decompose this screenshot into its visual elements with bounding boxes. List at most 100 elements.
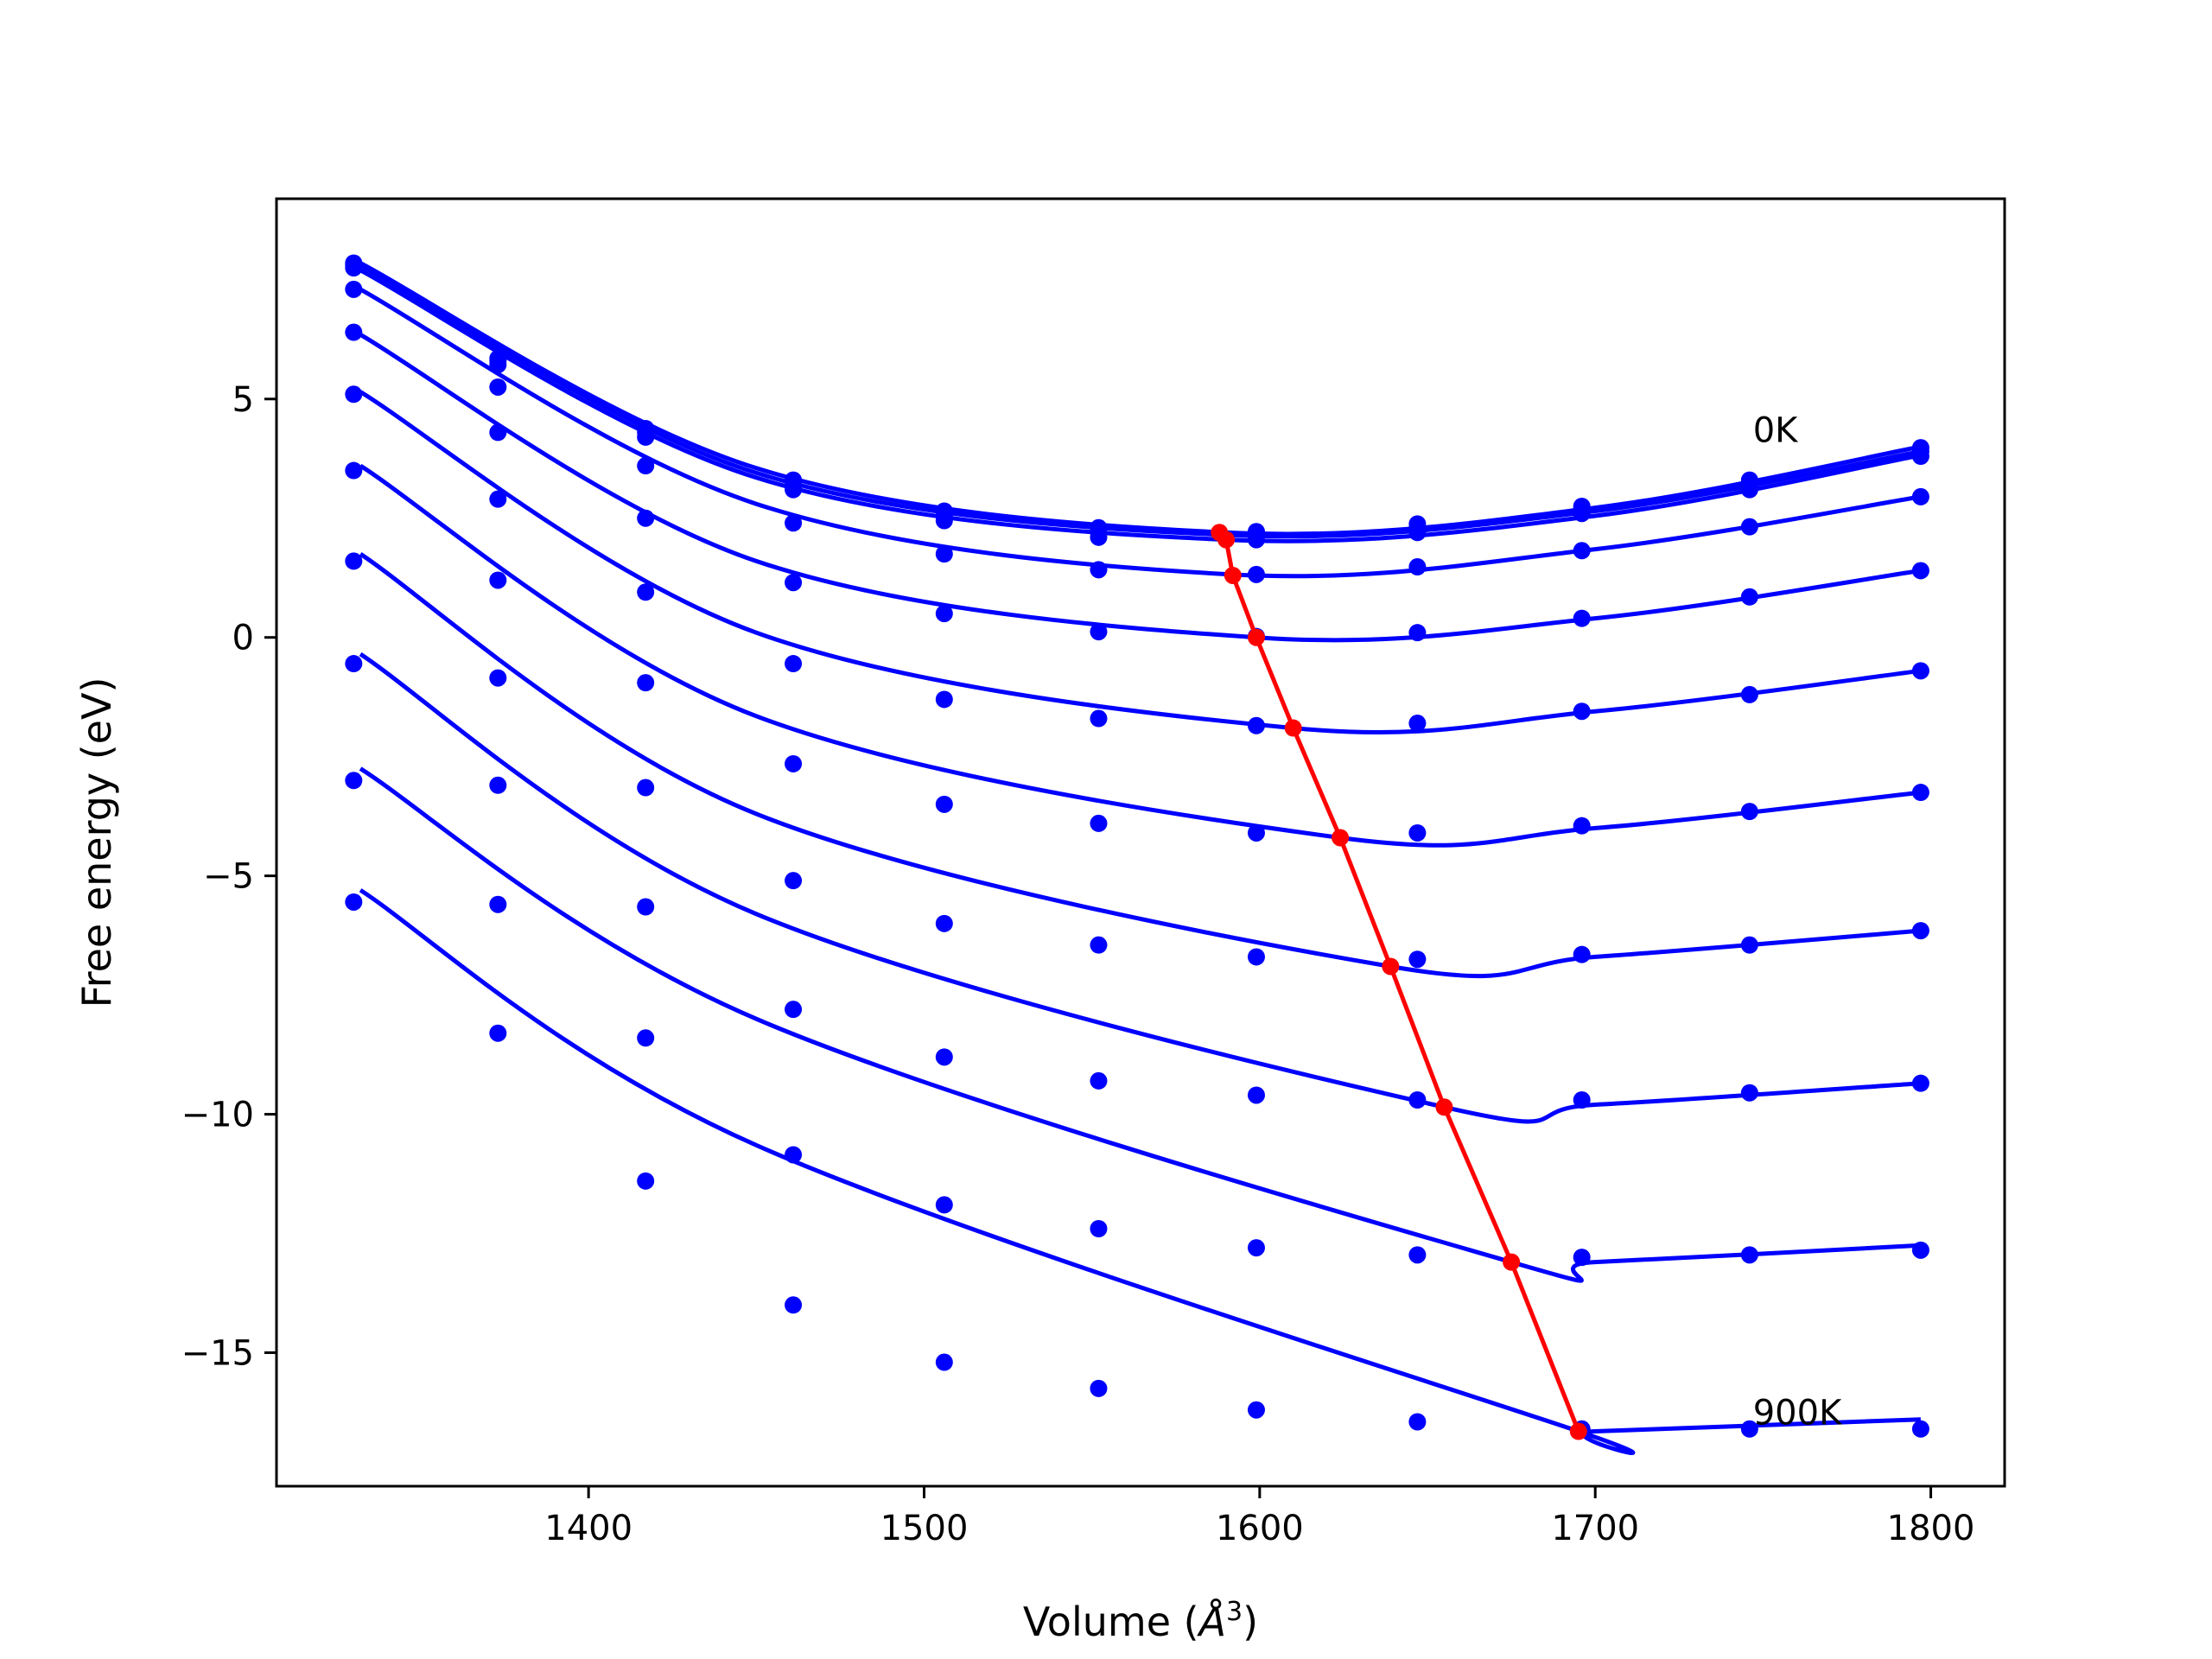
data-point: [345, 552, 363, 570]
minimum-point: [1503, 1253, 1521, 1271]
fit-curve-1: [359, 264, 1922, 539]
data-point: [1090, 528, 1108, 546]
data-point: [345, 893, 363, 911]
data-point: [637, 898, 655, 916]
fit-curve-0: [359, 261, 1922, 537]
data-point: [489, 378, 507, 396]
data-point: [1740, 1246, 1758, 1264]
fit-curve-8: [359, 652, 1922, 1124]
data-point: [935, 512, 953, 530]
data-point: [1247, 565, 1265, 583]
data-point: [345, 461, 363, 480]
data-point: [1911, 1241, 1929, 1259]
data-point: [1740, 803, 1758, 821]
x-tick-label: 1800: [1887, 1509, 1975, 1548]
data-point: [1408, 823, 1427, 842]
data-point: [1247, 823, 1265, 842]
minimum-point: [1332, 829, 1350, 847]
data-point: [1247, 716, 1265, 734]
data-point: [1247, 1239, 1265, 1257]
data-point: [345, 323, 363, 341]
data-point: [1090, 814, 1108, 832]
data-point: [785, 1296, 803, 1314]
data-point: [1408, 558, 1427, 576]
data-point: [1740, 480, 1758, 499]
minimum-point: [1435, 1098, 1453, 1116]
data-point: [785, 872, 803, 890]
fit-curve-3: [359, 287, 1922, 579]
data-point: [1573, 1091, 1591, 1109]
data-point: [785, 514, 803, 532]
fit-curve-10: [359, 888, 1921, 1455]
fit-curves: [359, 261, 1922, 1455]
data-point: [785, 480, 803, 499]
y-tick-label: 5: [232, 380, 254, 420]
temperature-annotation: 0K: [1753, 410, 1799, 450]
data-point: [489, 490, 507, 508]
data-point: [935, 1196, 953, 1214]
minimum-point: [1569, 1422, 1587, 1440]
data-point: [1408, 950, 1427, 969]
data-point: [1090, 623, 1108, 641]
data-points: [345, 254, 1929, 1438]
data-point: [1247, 948, 1265, 966]
y-tick-label: −10: [181, 1096, 254, 1135]
data-point: [1740, 588, 1758, 606]
data-point: [1911, 562, 1929, 580]
data-point: [1090, 936, 1108, 954]
data-point: [1247, 531, 1265, 549]
data-point: [489, 669, 507, 687]
data-point: [1090, 709, 1108, 728]
data-point: [1573, 1249, 1591, 1267]
data-point: [935, 1353, 953, 1371]
data-point: [1408, 1246, 1427, 1264]
data-point: [1911, 448, 1929, 465]
fit-curve-2: [359, 268, 1922, 543]
fit-curve-4: [359, 333, 1922, 643]
data-point: [1573, 505, 1591, 523]
data-point: [785, 754, 803, 772]
data-point: [1408, 715, 1427, 733]
x-tick-label: 1400: [544, 1509, 632, 1548]
data-point: [1573, 945, 1591, 963]
x-tick-label: 1700: [1551, 1509, 1639, 1548]
data-point: [1911, 1420, 1929, 1438]
data-point: [637, 509, 655, 527]
data-point: [785, 1001, 803, 1019]
x-axis-label: Volume (Å3): [1023, 1597, 1258, 1645]
data-point: [935, 605, 953, 623]
minimum-line: [1211, 524, 1587, 1440]
data-point: [1408, 624, 1427, 642]
data-point: [637, 583, 655, 601]
fit-curve-6: [359, 463, 1922, 848]
data-point: [1740, 1420, 1758, 1438]
fit-curve-5: [359, 390, 1922, 734]
minimum-point: [1224, 566, 1242, 584]
data-point: [637, 1172, 655, 1190]
data-point: [1247, 1086, 1265, 1104]
data-point: [1090, 561, 1108, 579]
data-point: [1573, 702, 1591, 721]
data-point: [1740, 518, 1758, 536]
data-point: [489, 356, 507, 374]
minimum-point: [1284, 719, 1302, 737]
data-point: [345, 772, 363, 790]
data-point: [637, 1029, 655, 1047]
data-point: [637, 457, 655, 475]
data-point: [1408, 1091, 1427, 1109]
data-point: [637, 428, 655, 446]
fit-curve-7: [359, 552, 1922, 979]
data-point: [637, 674, 655, 692]
x-axis-ticks: 1400 1500 1600 1700 1800: [544, 1486, 1974, 1548]
data-point: [1911, 922, 1929, 940]
data-point: [1740, 936, 1758, 954]
data-point: [1740, 1084, 1758, 1102]
data-point: [935, 795, 953, 813]
minimum-point: [1382, 957, 1400, 976]
data-point: [345, 385, 363, 404]
data-point: [345, 259, 363, 277]
data-point: [345, 655, 363, 673]
data-point: [489, 1024, 507, 1042]
annotations: 0K 900K: [1753, 410, 1843, 1433]
data-point: [489, 423, 507, 442]
